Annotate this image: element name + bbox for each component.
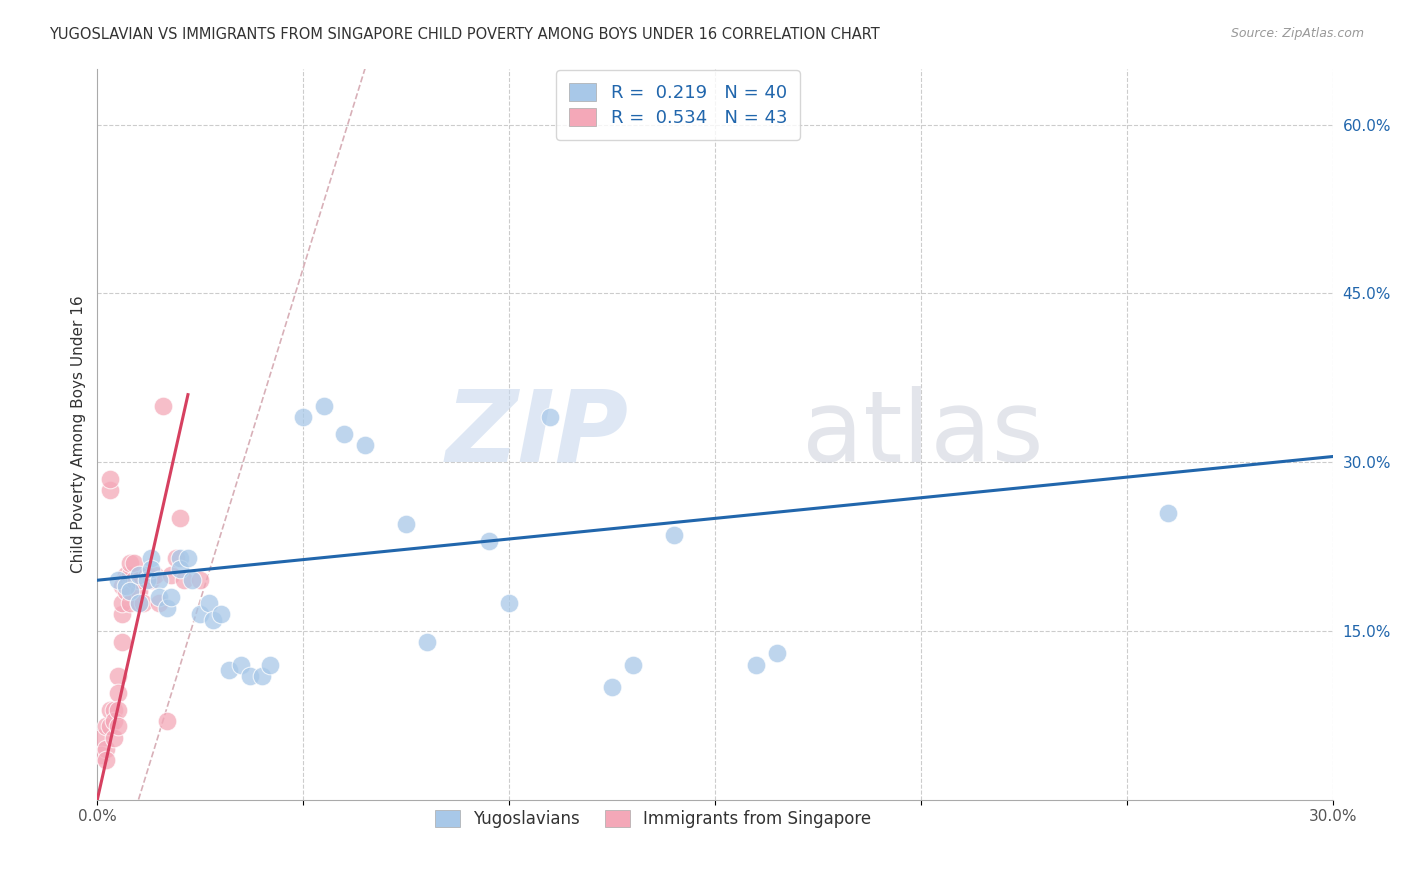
Point xyxy=(181,573,204,587)
Point xyxy=(94,719,117,733)
Point xyxy=(107,573,129,587)
Point xyxy=(148,590,170,604)
Point xyxy=(152,399,174,413)
Point xyxy=(107,686,129,700)
Point xyxy=(103,714,125,728)
Point xyxy=(165,550,187,565)
Point xyxy=(239,669,262,683)
Point xyxy=(94,753,117,767)
Point xyxy=(128,573,150,587)
Point xyxy=(209,607,232,621)
Point xyxy=(662,528,685,542)
Point xyxy=(766,646,789,660)
Point xyxy=(98,719,121,733)
Point xyxy=(124,557,146,571)
Point xyxy=(115,584,138,599)
Point xyxy=(98,702,121,716)
Point xyxy=(111,607,134,621)
Point xyxy=(498,596,520,610)
Point xyxy=(128,596,150,610)
Point xyxy=(120,596,142,610)
Point xyxy=(173,573,195,587)
Text: ZIP: ZIP xyxy=(446,385,628,483)
Text: atlas: atlas xyxy=(801,385,1043,483)
Point xyxy=(124,573,146,587)
Point xyxy=(188,607,211,621)
Point xyxy=(90,747,112,762)
Point xyxy=(259,657,281,672)
Point xyxy=(115,573,138,587)
Point xyxy=(90,731,112,745)
Point xyxy=(292,410,315,425)
Point xyxy=(745,657,768,672)
Point xyxy=(600,680,623,694)
Point xyxy=(169,511,191,525)
Point xyxy=(1157,506,1180,520)
Point xyxy=(250,669,273,683)
Point xyxy=(160,567,183,582)
Legend: Yugoslavians, Immigrants from Singapore: Yugoslavians, Immigrants from Singapore xyxy=(429,804,879,835)
Point xyxy=(333,427,356,442)
Point xyxy=(139,550,162,565)
Point xyxy=(128,567,150,582)
Point xyxy=(111,579,134,593)
Point xyxy=(395,516,418,531)
Point xyxy=(98,472,121,486)
Point xyxy=(135,573,157,587)
Text: Source: ZipAtlas.com: Source: ZipAtlas.com xyxy=(1230,27,1364,40)
Point xyxy=(139,562,162,576)
Point xyxy=(416,635,439,649)
Point xyxy=(201,613,224,627)
Text: YUGOSLAVIAN VS IMMIGRANTS FROM SINGAPORE CHILD POVERTY AMONG BOYS UNDER 16 CORRE: YUGOSLAVIAN VS IMMIGRANTS FROM SINGAPORE… xyxy=(49,27,880,42)
Point xyxy=(156,714,179,728)
Point xyxy=(169,550,191,565)
Point xyxy=(107,669,129,683)
Point xyxy=(160,590,183,604)
Point xyxy=(115,567,138,582)
Point xyxy=(131,596,153,610)
Point xyxy=(312,399,335,413)
Point xyxy=(354,438,377,452)
Point xyxy=(128,596,150,610)
Point xyxy=(94,742,117,756)
Point xyxy=(231,657,253,672)
Point xyxy=(197,596,219,610)
Point xyxy=(148,573,170,587)
Point xyxy=(148,596,170,610)
Point xyxy=(135,567,157,582)
Point xyxy=(143,567,166,582)
Point xyxy=(139,573,162,587)
Point xyxy=(156,601,179,615)
Point xyxy=(103,731,125,745)
Point xyxy=(103,702,125,716)
Point xyxy=(120,584,142,599)
Point xyxy=(621,657,644,672)
Point xyxy=(188,573,211,587)
Point xyxy=(115,579,138,593)
Point xyxy=(111,635,134,649)
Point xyxy=(477,533,499,548)
Point xyxy=(120,567,142,582)
Point xyxy=(107,719,129,733)
Point xyxy=(177,550,200,565)
Y-axis label: Child Poverty Among Boys Under 16: Child Poverty Among Boys Under 16 xyxy=(72,295,86,573)
Point xyxy=(538,410,561,425)
Point xyxy=(120,557,142,571)
Point xyxy=(98,483,121,498)
Point xyxy=(169,562,191,576)
Point xyxy=(107,702,129,716)
Point xyxy=(111,596,134,610)
Point xyxy=(218,663,240,677)
Point xyxy=(128,584,150,599)
